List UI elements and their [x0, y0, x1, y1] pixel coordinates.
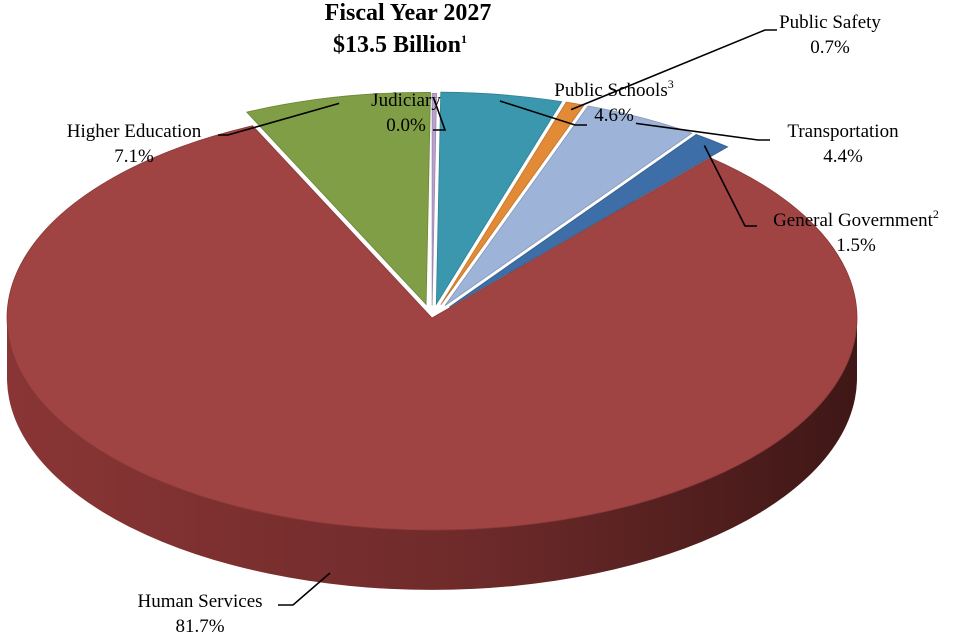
label-pct-public-safety: 0.7% [810, 37, 850, 58]
label-pct-higher-education: 7.1% [114, 146, 154, 167]
label-name-general-government: General Government2 [773, 207, 939, 231]
label-name-transportation: Transportation [787, 121, 899, 142]
label-name-public-schools: Public Schools3 [554, 77, 673, 101]
chart-title-line1: Fiscal Year 2027 [325, 0, 492, 26]
label-name-judiciary: Judiciary [371, 90, 441, 111]
label-pct-human-services: 81.7% [175, 616, 224, 635]
chart-title-line2: $13.5 Billion1 [333, 32, 467, 58]
label-pct-judiciary: 0.0% [386, 115, 426, 136]
label-pct-public-schools: 4.6% [594, 105, 634, 126]
chart-title: Fiscal Year 2027 $13.5 Billion1 [325, 0, 492, 58]
label-name-human-services: Human Services [137, 591, 262, 612]
label-name-higher-education: Higher Education [67, 121, 202, 142]
label-pct-transportation: 4.4% [823, 146, 863, 167]
label-name-public-safety: Public Safety [779, 12, 881, 33]
pie-slice-judiciary [432, 93, 436, 305]
label-pct-general-government: 1.5% [836, 235, 876, 256]
